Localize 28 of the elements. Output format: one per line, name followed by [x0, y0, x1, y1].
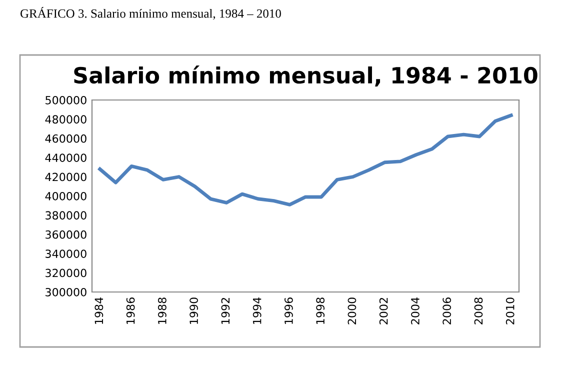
- x-tick-label: 1986: [126, 298, 135, 324]
- y-tick-label: 420000: [45, 172, 86, 182]
- y-tick-label: 480000: [45, 115, 86, 124]
- y-tick-label: 360000: [46, 230, 86, 239]
- x-tick-label: 1994: [252, 297, 262, 324]
- x-tick-label: 1990: [190, 298, 198, 324]
- line-series: [98, 114, 513, 206]
- x-tick-label: 2002: [379, 298, 388, 324]
- x-tick-label: 1996: [284, 298, 293, 324]
- y-tick-label: 320000: [46, 268, 86, 278]
- y-tick-label: 300000: [46, 288, 86, 296]
- y-tick-label: 440000: [45, 154, 86, 162]
- x-tick-label: 1998: [316, 298, 325, 324]
- text: GRÁFICO 3. Salario mínimo mensual, 1984 – 2010: [20, 6, 281, 20]
- chart-title: Salario mínimo mensual, 1984 - 2010: [74, 66, 538, 86]
- x-tick-label: 1992: [221, 298, 230, 324]
- x-tick-label: 1984: [94, 297, 104, 324]
- x-tick-label: 2000: [348, 298, 356, 324]
- x-tick-label: 2010: [506, 298, 514, 324]
- y-tick-label: 460000: [45, 134, 86, 143]
- x-tick-label: 2008: [474, 298, 483, 324]
- x-tick-label: 2006: [442, 298, 452, 324]
- x-tick-label: 2004: [411, 297, 420, 324]
- y-tick-label: 400000: [45, 192, 86, 200]
- y-tick-label: 500000: [46, 96, 86, 104]
- x-tick-label: 1988: [158, 298, 166, 324]
- y-tick-label: 380000: [46, 211, 86, 220]
- y-tick-label: 340000: [46, 250, 86, 258]
